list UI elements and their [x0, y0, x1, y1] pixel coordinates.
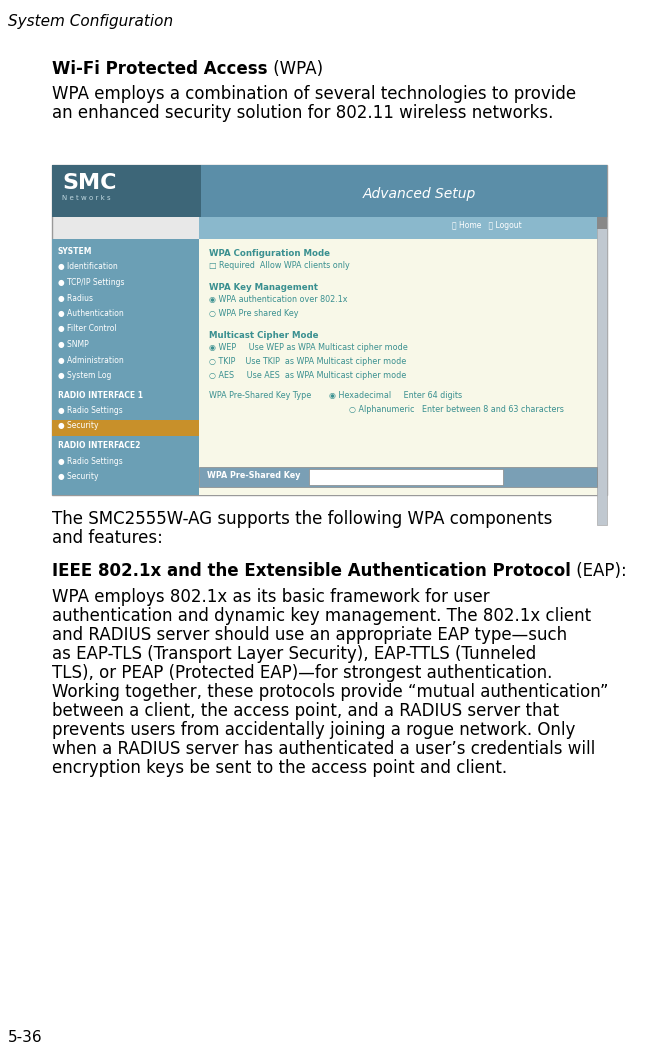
Bar	[199, 217, 607, 239]
Text: Working together, these protocols provide “mutual authentication”: Working together, these protocols provid…	[52, 683, 608, 701]
Text: ● Security: ● Security	[58, 422, 99, 430]
Bar	[52, 165, 607, 495]
Text: ● Identification: ● Identification	[58, 263, 118, 271]
Text: ● Security: ● Security	[58, 472, 99, 481]
Bar	[52, 420, 199, 436]
Text: ● SNMP: ● SNMP	[58, 340, 89, 349]
Text: ● System Log: ● System Log	[58, 371, 111, 380]
Text: RADIO INTERFACE2: RADIO INTERFACE2	[58, 441, 140, 450]
Bar	[52, 165, 607, 217]
Text: encryption keys be sent to the access point and client.: encryption keys be sent to the access po…	[52, 758, 507, 777]
Text: as EAP-TLS (Transport Layer Security), EAP-TTLS (Tunneled: as EAP-TLS (Transport Layer Security), E…	[52, 645, 536, 663]
Text: WPA Pre-Shared Key: WPA Pre-Shared Key	[207, 471, 300, 480]
Text: between a client, the access point, and a RADIUS server that: between a client, the access point, and …	[52, 702, 559, 720]
Bar	[597, 217, 607, 229]
Text: ◉ WPA authentication over 802.1x: ◉ WPA authentication over 802.1x	[209, 295, 348, 304]
Text: ○ TKIP    Use TKIP  as WPA Multicast cipher mode: ○ TKIP Use TKIP as WPA Multicast cipher …	[209, 357, 406, 366]
Text: ○ Alphanumeric   Enter between 8 and 63 characters: ○ Alphanumeric Enter between 8 and 63 ch…	[349, 405, 564, 414]
Text: ● Authentication: ● Authentication	[58, 309, 124, 318]
Text: ● TCP/IP Settings: ● TCP/IP Settings	[58, 278, 125, 287]
Text: Advanced Setup: Advanced Setup	[363, 187, 476, 201]
Text: authentication and dynamic key management. The 802.1x client: authentication and dynamic key managemen…	[52, 607, 591, 625]
Text: The SMC2555W-AG supports the following WPA components: The SMC2555W-AG supports the following W…	[52, 510, 552, 528]
Text: and features:: and features:	[52, 529, 163, 547]
Text: and RADIUS server should use an appropriate EAP type—such: and RADIUS server should use an appropri…	[52, 626, 567, 644]
Text: ◉ Hexadecimal     Enter 64 digits: ◉ Hexadecimal Enter 64 digits	[329, 391, 462, 400]
Text: ◉ WEP     Use WEP as WPA Multicast cipher mode: ◉ WEP Use WEP as WPA Multicast cipher mo…	[209, 343, 408, 352]
Text: an enhanced security solution for 802.11 wireless networks.: an enhanced security solution for 802.11…	[52, 104, 553, 122]
Text: prevents users from accidentally joining a rogue network. Only: prevents users from accidentally joining…	[52, 721, 575, 739]
Text: IEEE 802.1x and the Extensible Authentication Protocol: IEEE 802.1x and the Extensible Authentic…	[52, 562, 571, 580]
Text: 🏠 Home   👤 Logout: 🏠 Home 👤 Logout	[452, 221, 521, 230]
Text: WPA Configuration Mode: WPA Configuration Mode	[209, 249, 330, 258]
Text: ● Radius: ● Radius	[58, 294, 93, 303]
Text: SYSTEM: SYSTEM	[58, 247, 92, 256]
Text: WPA Pre-Shared Key Type: WPA Pre-Shared Key Type	[209, 391, 311, 400]
Text: 5-36: 5-36	[8, 1030, 43, 1045]
Text: Multicast Cipher Mode: Multicast Cipher Mode	[209, 331, 318, 340]
Bar	[199, 467, 597, 487]
Text: when a RADIUS server has authenticated a user’s credentials will: when a RADIUS server has authenticated a…	[52, 740, 595, 758]
Text: ● Radio Settings: ● Radio Settings	[58, 406, 123, 414]
Text: □ Required  Allow WPA clients only: □ Required Allow WPA clients only	[209, 261, 350, 270]
Text: (EAP):: (EAP):	[571, 562, 627, 580]
Text: SMC: SMC	[62, 173, 116, 193]
Text: WPA employs 802.1x as its basic framework for user: WPA employs 802.1x as its basic framewor…	[52, 588, 489, 606]
Text: ○ WPA Pre shared Key: ○ WPA Pre shared Key	[209, 309, 298, 318]
Text: (WPA): (WPA)	[268, 60, 322, 78]
Text: ● Filter Control: ● Filter Control	[58, 324, 116, 333]
Bar	[199, 239, 597, 495]
Text: System Configuration: System Configuration	[8, 14, 173, 29]
Text: WPA Key Management: WPA Key Management	[209, 283, 318, 292]
Bar	[52, 165, 201, 217]
Bar	[597, 217, 607, 525]
Text: Wi-Fi Protected Access: Wi-Fi Protected Access	[52, 60, 268, 78]
Text: RADIO INTERFACE 1: RADIO INTERFACE 1	[58, 390, 143, 400]
Bar	[309, 469, 503, 485]
Text: ● Administration: ● Administration	[58, 356, 124, 364]
Text: TLS), or PEAP (Protected EAP)—for strongest authentication.: TLS), or PEAP (Protected EAP)—for strong…	[52, 664, 552, 682]
Bar	[52, 239, 199, 495]
Text: ● Radio Settings: ● Radio Settings	[58, 457, 123, 465]
Text: N e t w o r k s: N e t w o r k s	[62, 195, 110, 201]
Text: WPA employs a combination of several technologies to provide: WPA employs a combination of several tec…	[52, 85, 576, 103]
Text: ○ AES     Use AES  as WPA Multicast cipher mode: ○ AES Use AES as WPA Multicast cipher mo…	[209, 371, 406, 380]
